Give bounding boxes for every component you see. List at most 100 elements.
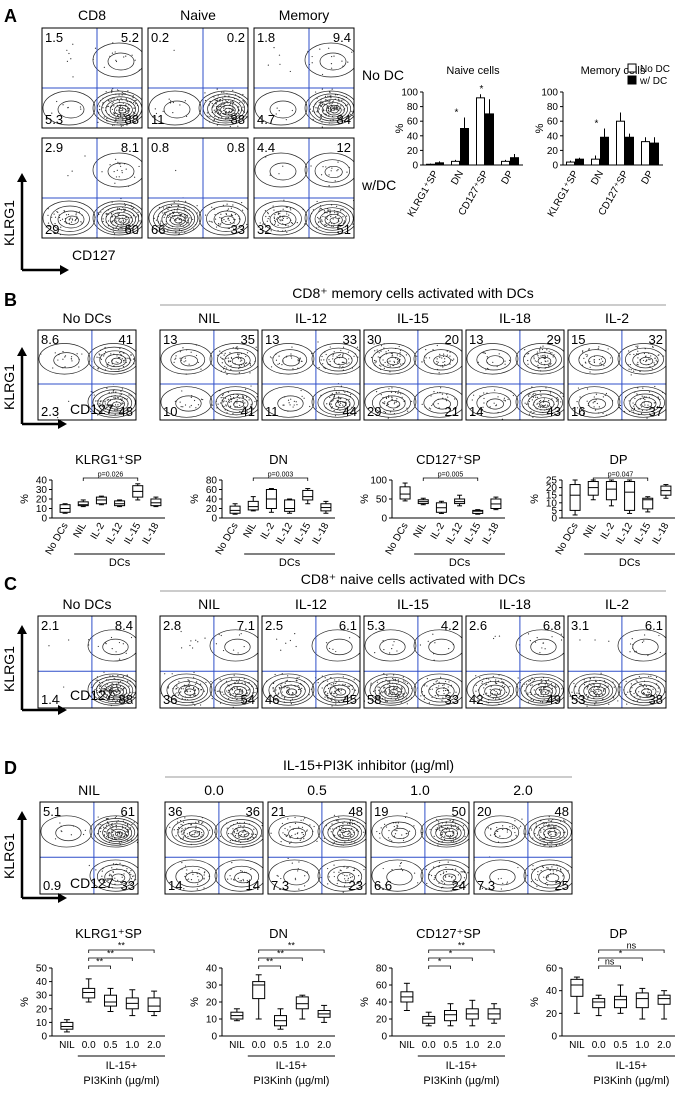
significance: ** [277,949,285,959]
contour [175,395,202,412]
event-dot [119,351,121,354]
category-label: KLRG1⁺SP [546,169,581,219]
event-dot [241,698,243,701]
event-dot [394,829,396,831]
event-dot [551,694,553,696]
event-dot [214,115,216,117]
event-dot [284,229,286,232]
event-dot [654,385,656,388]
event-dot [203,878,205,880]
event-dot [436,360,438,363]
contour [578,392,614,414]
event-dot [385,397,388,400]
contour [545,873,560,883]
event-dot [183,829,185,831]
event-dot [110,99,112,101]
event-dot [134,176,136,178]
event-dot [417,882,419,884]
category-label: 2.0 [147,1040,161,1051]
event-dot [223,400,225,402]
event-dot [534,832,536,835]
event-dot [190,396,192,398]
event-dot [184,827,186,829]
event-dot [243,834,246,836]
event-dot [112,101,114,103]
event-dot [295,401,297,403]
event-dot [335,703,337,705]
event-dot [125,98,127,101]
event-dot [483,397,485,400]
event-dot [238,839,240,842]
event-dot [437,361,439,363]
event-dot [639,683,641,685]
event-dot [291,862,293,864]
event-dot [72,76,74,78]
event-dot [188,683,190,685]
event-dot [226,690,228,692]
event-dot [328,359,330,361]
flow-content [568,629,666,707]
contour [632,352,659,369]
event-dot [346,867,348,869]
quadrant-value: 32 [649,332,663,347]
event-dot [319,115,321,117]
event-dot [217,403,219,405]
event-dot [337,402,340,404]
event-dot [184,216,186,218]
event-dot [236,680,238,682]
contour [364,673,417,706]
event-dot [511,825,513,827]
event-dot [241,109,243,111]
event-dot [647,404,649,406]
event-dot [112,834,114,836]
event-dot [599,363,601,365]
event-dot [440,387,442,389]
plot-title: IL-18 [499,596,531,612]
event-dot [177,216,179,218]
contour [106,826,130,841]
event-dot [484,352,486,354]
event-dot [241,870,243,872]
event-dot [272,687,274,689]
event-dot [170,204,173,207]
event-dot [132,97,134,99]
event-dot [454,868,457,870]
event-dot [175,835,177,837]
event-dot [380,394,382,396]
plot-frame [363,615,463,709]
contour [152,203,199,234]
event-dot [182,838,184,840]
event-dot [69,218,71,220]
bar [616,120,625,166]
event-dot [347,879,349,881]
event-dot [333,395,336,397]
event-dot [554,834,557,836]
event-dot [358,874,360,877]
event-dot [550,837,552,839]
event-dot [318,102,320,104]
event-dot [106,399,108,401]
event-dot [486,683,488,685]
event-dot [97,816,99,818]
contour [148,200,202,236]
event-dot [222,100,224,102]
event-dot [521,818,523,820]
event-dot [539,406,541,409]
event-dot [385,351,387,353]
event-dot [240,870,242,872]
event-dot [271,357,273,359]
contour [379,395,406,412]
contour [413,673,462,706]
event-dot [117,832,119,834]
category-label: IL-15 [632,521,653,547]
event-dot [520,825,522,827]
event-dot [172,112,174,114]
event-dot [396,362,399,364]
significance: ** [96,957,104,967]
contour [329,684,351,699]
event-dot [250,385,252,387]
event-dot [334,687,336,689]
event-dot [486,692,488,694]
event-dot [540,829,542,831]
